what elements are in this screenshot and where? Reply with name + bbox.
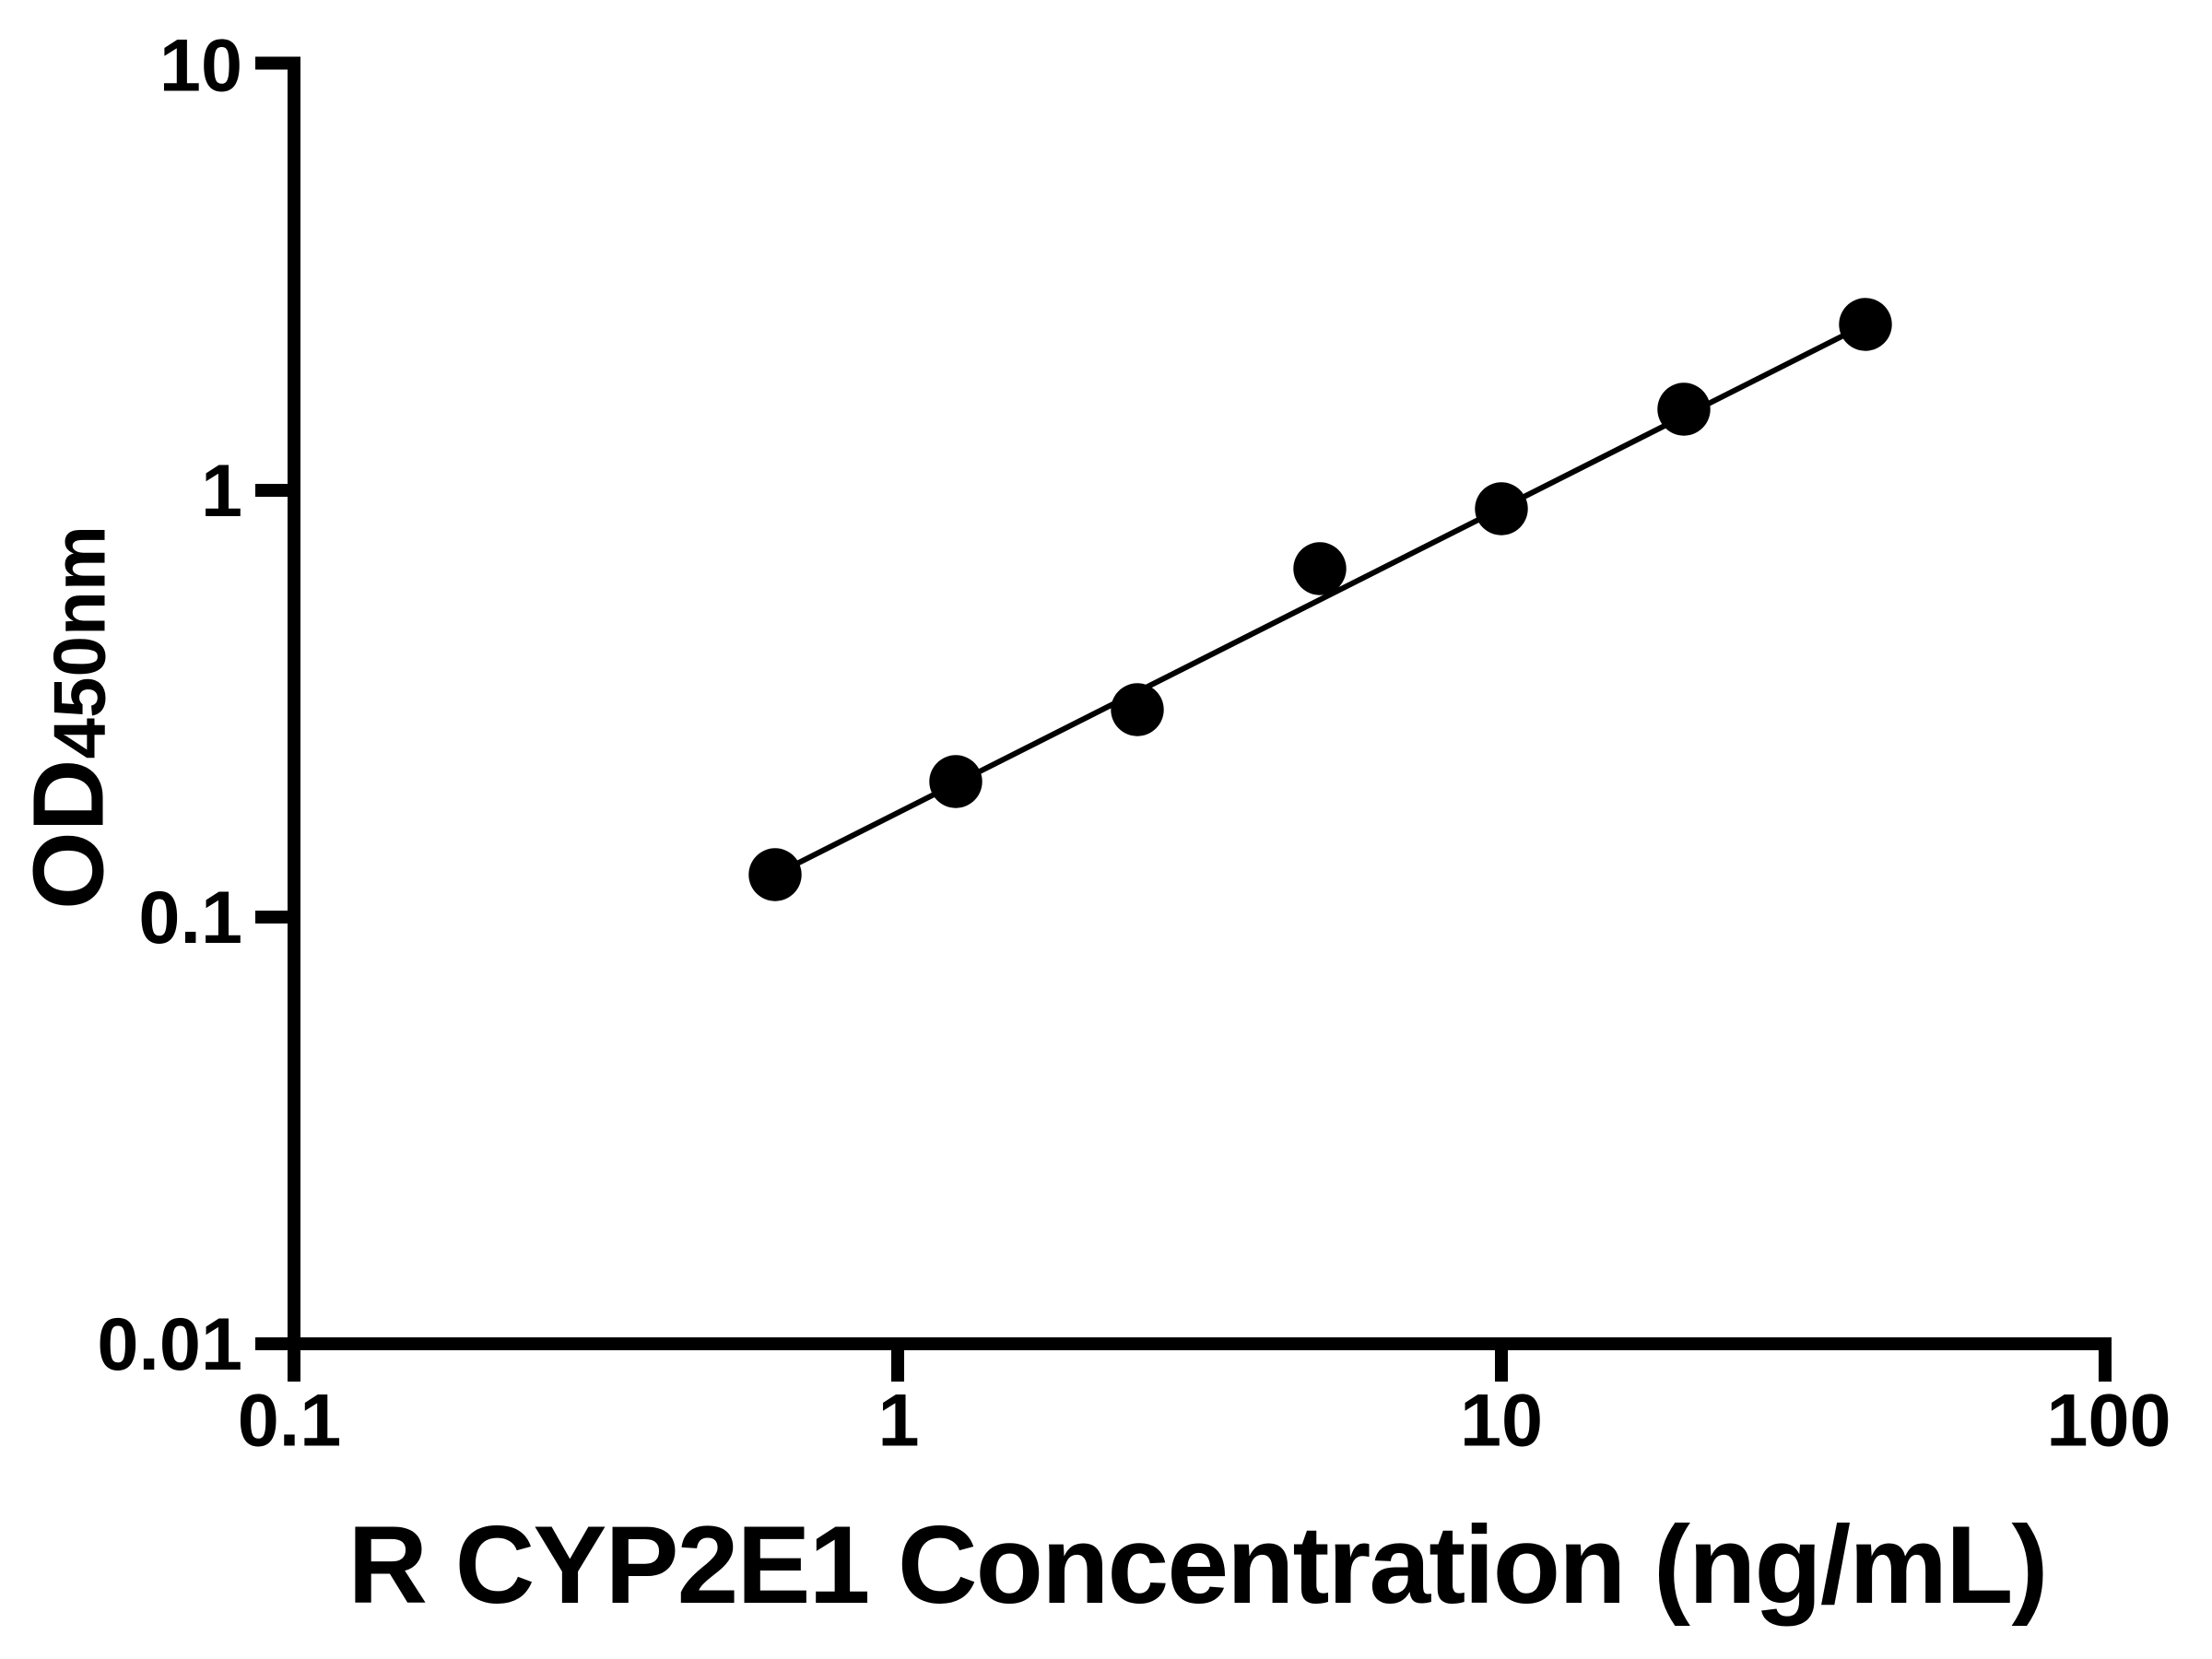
svg-text:100: 100: [2046, 1380, 2171, 1463]
svg-text:1: 1: [201, 450, 242, 533]
svg-text:0.01: 0.01: [97, 1303, 242, 1386]
svg-text:1: 1: [877, 1380, 919, 1463]
svg-text:0.1: 0.1: [138, 877, 242, 959]
svg-text:R CYP2E1 Concentration (ng/mL): R CYP2E1 Concentration (ng/mL): [347, 1503, 2046, 1627]
svg-text:10: 10: [1460, 1380, 1543, 1463]
svg-text:10: 10: [159, 24, 242, 107]
svg-text:0.1: 0.1: [238, 1380, 342, 1463]
